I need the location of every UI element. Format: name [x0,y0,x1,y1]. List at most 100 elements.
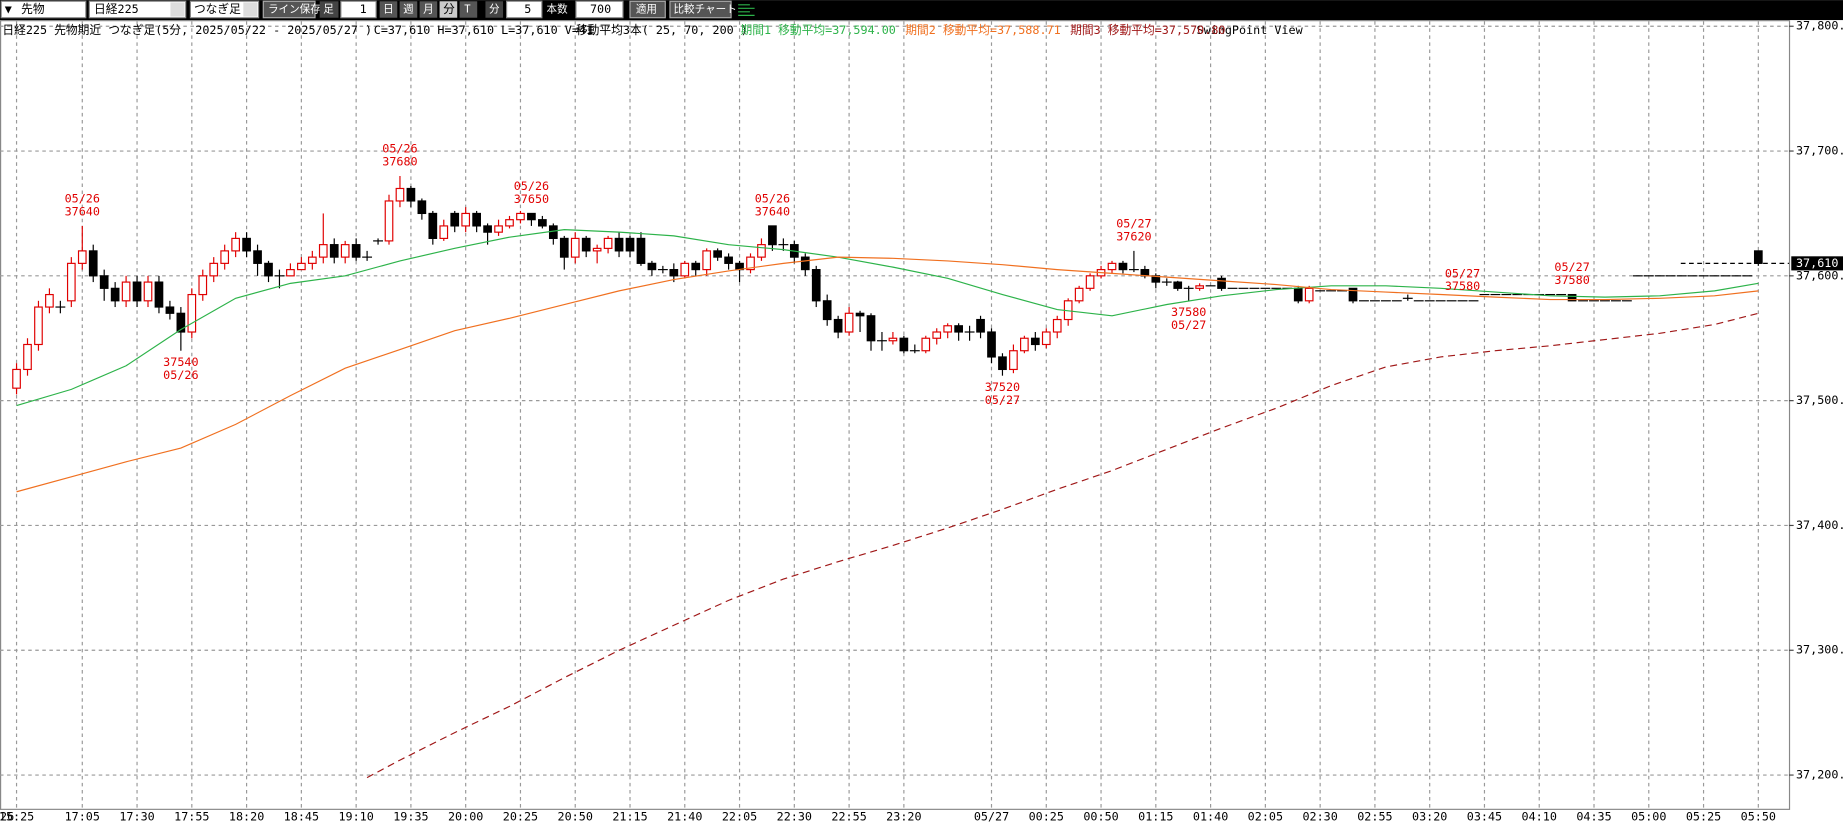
month-button[interactable] [419,1,438,18]
candle-body [132,281,142,302]
candle-body [987,331,996,358]
candle-body [329,244,339,258]
legend-entry: 期間1 移動平均=37,594.00 [740,23,895,37]
candle-body [253,250,262,264]
apply-button[interactable] [629,0,666,19]
candle-body [570,237,580,258]
candle-body [176,312,186,333]
candle-body [1107,262,1117,271]
indicator-icon[interactable] [738,4,755,16]
candle-body [746,256,755,271]
candle-body [592,247,602,252]
x-tick-label: 19:35 [393,809,428,823]
candle-body [318,244,328,258]
y-tick-label: 37,600. [1796,268,1843,282]
candle-body [1074,287,1084,302]
interval-value: 5 [524,2,531,16]
x-tick-label: 17:05 [65,809,100,823]
day-text: 日 [383,3,394,15]
candle-body [855,312,865,317]
candle-body [1304,287,1314,302]
candle-body [1293,287,1303,302]
x-tick-label: 05:00 [1631,809,1666,823]
candle-body [406,187,416,202]
candle-body [1052,318,1062,333]
candle-body [844,312,854,333]
candle-body [395,187,405,202]
grid: 37,200. 37,300. 37,400. 37,500. 37,600. 37,70… [0,19,1843,823]
candle-body [66,262,76,302]
x-tick-label: 22:30 [777,809,812,823]
candle-body [581,237,591,252]
candle-body [505,219,514,227]
tick-button[interactable] [459,1,478,18]
x-tick-label: 17:30 [119,809,154,823]
candle-body [1085,275,1095,289]
swing-date: 05/26 [382,141,417,155]
candle-body [976,318,985,333]
candle-body [450,212,460,227]
last-price-label: 37,610 [1796,256,1838,270]
candle-body [680,262,690,277]
candle-body [1009,350,1018,371]
swing-date: 05/27 [985,393,1020,407]
x-tick-label: 00:50 [1083,809,1118,823]
bar-input[interactable] [340,0,377,19]
candle-body [45,293,54,308]
interval-input[interactable] [506,0,543,19]
day-button[interactable] [379,1,398,18]
x-tick-label: 02:05 [1248,809,1283,823]
minute-button[interactable] [439,1,458,18]
candle-body [143,281,153,302]
candle-body [811,269,821,302]
candle-body [559,237,569,258]
week-button[interactable] [399,1,418,18]
compare-button[interactable] [669,0,732,19]
apply-text: 適用 [636,2,657,15]
candle-body [1567,293,1577,302]
candle-body [1041,331,1051,346]
candle-body [822,300,832,321]
market-select[interactable] [0,0,87,19]
candle-body [307,256,317,264]
candle-body [647,262,657,271]
candle-body [1030,337,1040,346]
candle-body [340,244,350,258]
candle-body [209,262,219,277]
candle-body [833,318,843,333]
x-tick-label: 02:55 [1357,809,1392,823]
x-tick-label: 05:50 [1741,809,1776,823]
swing-price: 37640 [65,204,100,218]
plot-frame [0,20,1791,810]
swing-price: 37680 [382,154,417,168]
ma-line [366,312,1759,779]
mode-select[interactable] [189,0,260,19]
y-tick-label: 37,500. [1796,393,1843,407]
minute-text: 分 [443,2,455,16]
candle-body [757,244,766,258]
x-tick-label: 18:45 [284,809,319,823]
save-button[interactable] [262,0,316,19]
swing-date: 05/27 [1171,318,1206,332]
save-text: ライン保存 [268,2,321,15]
ma-line [16,229,1759,407]
x-tick-label: 19:10 [338,809,373,823]
x-tick-label: 21:40 [667,809,702,823]
x-tick-label: 02:30 [1302,809,1337,823]
symbol-select[interactable] [88,0,187,19]
toolbar-items: ▼ 先物 日経225 つなぎ足 ライン保存 足 1 日 週 月 分 T 分 5 … [0,0,755,19]
bar-label: 足 [323,3,334,15]
candle-body [768,225,777,246]
swing-price: 37580 [1554,273,1589,287]
candle-body [165,306,175,314]
candle-body [264,262,273,277]
candle-body [12,368,21,389]
candle-body [548,225,558,239]
candle-body [932,331,942,339]
x-tick-label: 01:15 [1138,809,1173,823]
candle-body [231,237,240,252]
candle-body [603,237,613,249]
candle-body [110,287,120,302]
count-input[interactable] [575,0,624,19]
